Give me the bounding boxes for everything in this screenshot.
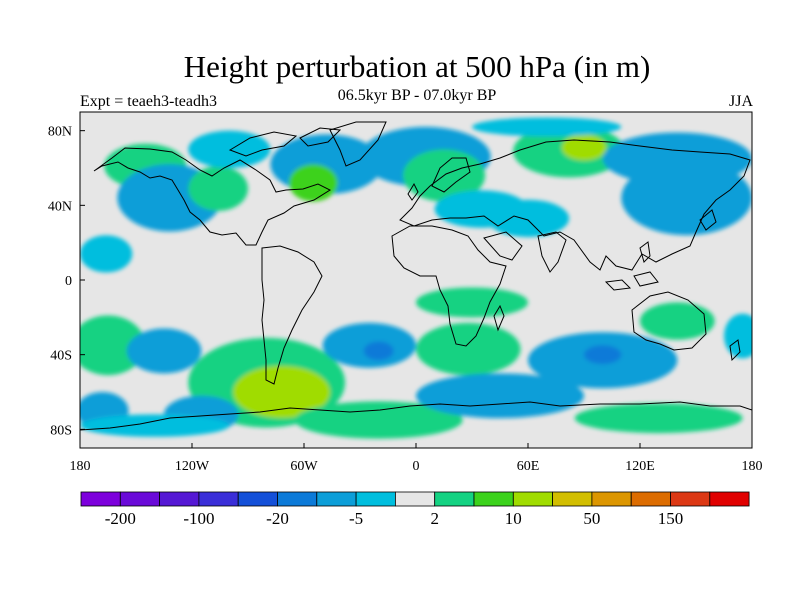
coast-madagascar	[493, 304, 505, 332]
colorbar-box-9	[434, 491, 475, 507]
colorbar-box-2	[159, 491, 200, 507]
colorbar-label: -100	[183, 509, 214, 528]
coast-se-asia-islands	[604, 209, 717, 291]
x-tick-label: 180	[742, 459, 763, 474]
season-label: JJA	[728, 93, 753, 110]
colorbar-label: -5	[349, 509, 363, 528]
anomaly-region-25	[416, 322, 521, 376]
x-tick-label: 0	[413, 459, 420, 474]
figure-title: Height perturbation at 500 hPa (in m)	[183, 49, 651, 84]
colorbar-box-4	[237, 491, 278, 507]
coast-new-zealand	[729, 339, 741, 362]
anomaly-region-29	[584, 345, 622, 364]
coast-australia	[631, 291, 707, 351]
colorbar-box-1	[119, 491, 161, 507]
coast-greenland	[329, 121, 387, 167]
coast-arabia-india	[483, 231, 567, 273]
colorbar: -200 -100 -20 -5 2 10 50 150	[80, 491, 750, 528]
y-tick-label: 80S	[50, 423, 72, 438]
x-tick-label: 180	[70, 459, 91, 474]
colorbar-box-6	[316, 491, 357, 507]
colorbar-box-7	[355, 491, 396, 507]
colorbar-label: -200	[105, 509, 136, 528]
x-tick-label: 60W	[290, 459, 318, 474]
anomaly-region-26	[416, 373, 584, 419]
anomaly-region-5	[289, 164, 338, 202]
colorbar-label: 10	[505, 509, 522, 528]
anomaly-region-23	[363, 341, 394, 361]
anomaly-region-20	[233, 365, 331, 419]
anomaly-region-32	[724, 313, 752, 359]
coast-north-america	[93, 147, 332, 246]
coast-arctic-islands	[228, 127, 342, 157]
axis-ticks: 180 120W 60W 0 60E 120E 180 80N 40N 0 40S 80S	[48, 125, 763, 474]
colorbar-box-3	[198, 491, 239, 507]
anomaly-region-27	[416, 287, 528, 318]
anomaly-region-31	[640, 302, 715, 340]
colorbar-box-13	[591, 491, 632, 507]
colorbar-label: -20	[266, 509, 289, 528]
y-tick-label: 80N	[48, 125, 72, 140]
anomaly-region-10	[486, 199, 570, 238]
figure-subtitle: 06.5kyr BP - 07.0kyr BP	[337, 87, 497, 104]
coast-south-america	[261, 245, 323, 385]
anomaly-region-18	[126, 328, 202, 374]
colorbar-box-8	[394, 491, 436, 507]
anomaly-region-0	[80, 235, 133, 273]
x-tick-label: 60E	[517, 459, 540, 474]
anomaly-region-6	[188, 130, 271, 168]
anomaly-region-16	[80, 315, 146, 376]
anomaly-region-33	[80, 414, 230, 437]
coast-africa	[391, 225, 507, 347]
anomaly-region-12	[561, 134, 607, 161]
y-tick-label: 40S	[50, 349, 72, 364]
colorbar-label: 2	[430, 509, 439, 528]
colorbar-label: 150	[658, 509, 684, 528]
anomaly-region-3	[188, 166, 248, 211]
y-tick-label: 40N	[48, 199, 72, 214]
x-tick-label: 120W	[175, 459, 210, 474]
x-tick-label: 120E	[625, 459, 655, 474]
anomaly-region-14	[621, 160, 752, 236]
colorbar-box-10	[473, 491, 514, 507]
colorbar-box-11	[512, 491, 553, 507]
coast-uk	[407, 182, 419, 201]
colorbar-box-15	[670, 491, 711, 507]
coastlines	[80, 121, 752, 431]
colorbar-box-16	[709, 491, 750, 507]
colorbar-label: 50	[583, 509, 600, 528]
colorbar-box-14	[630, 491, 671, 507]
colorbar-box-12	[552, 491, 593, 507]
experiment-label: Expt = teaeh3-teadh3	[80, 93, 217, 110]
coast-antarctica	[80, 401, 752, 431]
colorbar-box-5	[277, 491, 318, 507]
anomaly-region-30	[574, 403, 743, 434]
colorbar-box-0	[80, 491, 121, 507]
coast-europe-asia	[399, 139, 751, 271]
y-tick-label: 0	[65, 274, 72, 289]
anomaly-region-15	[472, 117, 622, 137]
coast-scandinavia	[431, 157, 471, 193]
